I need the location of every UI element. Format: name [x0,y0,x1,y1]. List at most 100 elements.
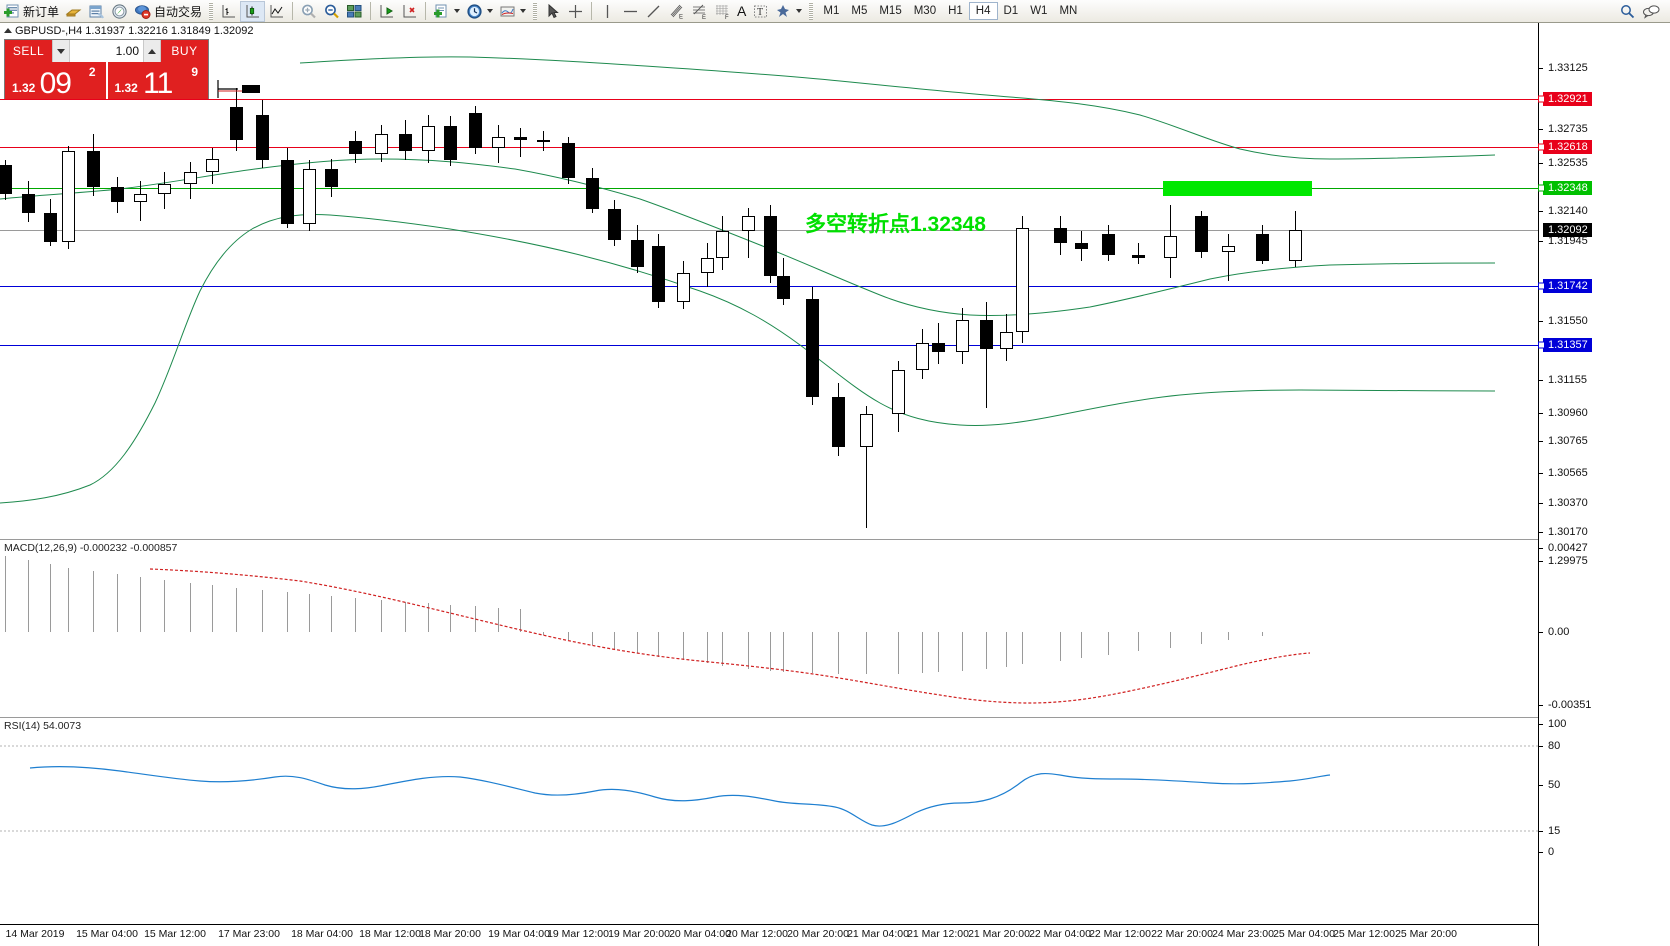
highlight-rectangle[interactable] [1163,181,1312,196]
level-line-1-31357[interactable] [0,345,1538,346]
bar-chart-button[interactable] [217,1,240,22]
price-level-label[interactable]: 1.32092 [1543,223,1592,237]
buy-button-label[interactable]: BUY [161,40,208,62]
fibonacci-tool-button[interactable]: E [688,1,711,22]
candle-body [777,275,790,300]
price-level-label[interactable]: 1.32618 [1538,140,1592,154]
candle-body [111,186,124,202]
time-axis-label: 25 Mar 12:00 [1333,928,1395,940]
macd-histogram-bar [783,632,784,673]
volume-value[interactable]: 1.00 [115,44,139,58]
macd-signal-line [149,568,1311,704]
text-label-tool-button[interactable]: T [749,1,772,22]
timeframe-h4[interactable]: H4 [968,2,998,20]
price-level-label[interactable]: 1.31357 [1538,338,1592,352]
chart-shift-button[interactable] [375,1,398,22]
collapse-triangle-icon[interactable] [4,28,12,33]
price-level-label[interactable]: 1.32348 [1538,181,1592,195]
price-level-label[interactable]: 1.32921 [1538,92,1592,106]
candle-body [184,172,197,184]
chart-window[interactable]: 多空转折点1.32348 MACD(12,26,9) -0.000232 -0.… [0,23,1670,946]
templates-dropdown-caret[interactable] [520,9,527,13]
time-axis[interactable]: 14 Mar 2019 15 Mar 04:00 15 Mar 12:00 17 Ma… [0,924,1538,946]
macd-histogram-bar [68,567,69,632]
price-level-handle[interactable] [1538,282,1545,290]
gold-bars-icon [65,3,82,20]
sell-button-label[interactable]: SELL [5,40,52,62]
periodicity-dropdown-caret[interactable] [487,9,494,13]
horizontal-line-tool-button[interactable] [619,1,642,22]
macd-histogram-bar [722,632,723,667]
price-level-handle[interactable] [1538,95,1545,103]
vertical-line-tool-button[interactable] [596,1,619,22]
candle-body [608,209,621,241]
zoom-out-button[interactable] [320,1,343,22]
price-level-label[interactable]: 1.31742 [1538,279,1592,293]
new-order-button[interactable]: 新订单 [0,1,62,22]
macd-histogram-bar [405,601,406,632]
toolbar-grip[interactable] [209,2,214,20]
volume-increase-button[interactable] [143,40,160,62]
volume-decrease-button[interactable] [53,40,70,62]
chart-plot-area[interactable]: 多空转折点1.32348 MACD(12,26,9) -0.000232 -0.… [0,23,1670,946]
data-window-button[interactable] [85,1,108,22]
templates-button[interactable] [496,1,529,22]
candlestick-chart-button[interactable] [240,0,266,22]
timeframe-d1[interactable]: D1 [1003,5,1019,17]
zoom-in-icon [300,3,317,20]
macd-histogram-bar [428,603,429,632]
macd-histogram-bar [938,632,939,673]
timeframe-mn[interactable]: MN [1059,5,1078,17]
text-tool-button[interactable]: A [734,1,749,22]
auto-trading-button[interactable]: 自动交易 [131,1,205,22]
candle-body [932,343,945,353]
timeframe-m1[interactable]: M1 [823,5,840,17]
macd-scale-tick: -0.00351 [1539,699,1591,711]
line-chart-button[interactable] [265,1,288,22]
level-line-1-31742[interactable] [0,286,1538,287]
time-axis-label: 19 Mar 12:00 [547,928,609,940]
trendline-tool-button[interactable] [642,1,665,22]
tile-windows-button[interactable] [343,1,366,22]
chart-annotation-text[interactable]: 多空转折点1.32348 [805,213,986,236]
terminal-button[interactable] [62,1,85,22]
toolbar-grip-3[interactable] [809,2,814,20]
shapes-tool-button[interactable] [772,1,805,22]
timeframe-m30[interactable]: M30 [913,5,937,17]
candle-body [764,216,777,276]
periodicity-button[interactable] [463,1,496,22]
candle-body [652,245,665,303]
shapes-dropdown-caret[interactable] [796,9,803,13]
toolbar-grip-2[interactable] [533,2,538,20]
sell-price-button[interactable]: 1.32 09 2 [5,62,106,99]
candle-body [892,370,905,415]
chart-autoscroll-button[interactable] [398,1,421,22]
one-click-trading-panel[interactable]: SELL 1.00 BUY 1.32 09 2 1.32 11 9 [4,39,209,99]
price-tick: 1.30170 [1539,526,1588,538]
crosshair-tool-button[interactable] [564,1,587,22]
grid-tool-button[interactable]: F [711,1,734,22]
price-level-handle[interactable] [1538,184,1545,192]
equidistant-channel-tool-button[interactable]: E [665,1,688,22]
price-level-handle[interactable] [1538,143,1545,151]
price-level-handle[interactable] [1538,341,1545,349]
timeframe-m5[interactable]: M5 [851,5,868,17]
timeframe-m15[interactable]: M15 [879,5,902,17]
equidistant-channel-icon: E [668,3,685,20]
macd-histogram-bar [262,589,263,632]
price-scale[interactable]: 1.33125 1.32735 1.32535 1.32140 1.31945 1.315… [1538,23,1670,946]
volume-field[interactable]: 1.00 [52,40,161,62]
buy-price-button[interactable]: 1.32 11 9 [105,62,208,99]
add-indicator-button[interactable] [430,1,463,22]
navigator-button[interactable] [108,1,131,22]
indicator-dropdown-caret[interactable] [454,9,461,13]
macd-scale-tick: 0.00427 [1539,542,1588,554]
level-line-1-32618[interactable] [0,147,1538,148]
zoom-in-button[interactable] [297,1,320,22]
timeframe-h1[interactable]: H1 [948,5,963,17]
search-button[interactable] [1616,1,1639,22]
clock-icon [466,3,483,20]
timeframe-w1[interactable]: W1 [1030,5,1048,17]
cursor-tool-button[interactable] [541,1,564,22]
chat-button[interactable] [1639,1,1662,22]
